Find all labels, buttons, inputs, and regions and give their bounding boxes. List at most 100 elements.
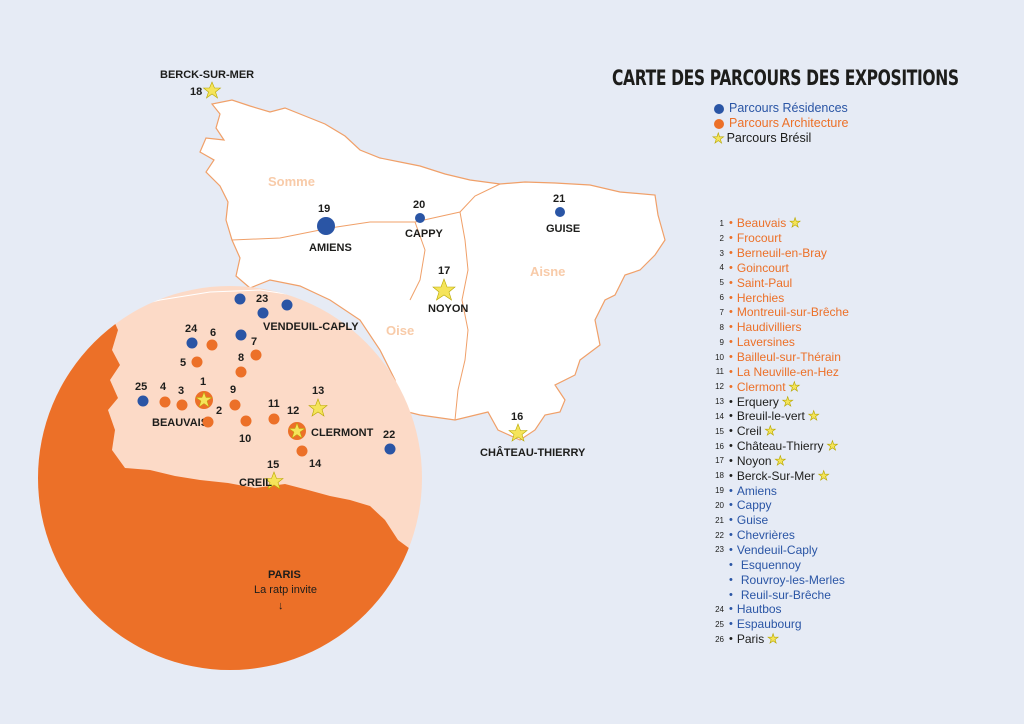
list-item-number: 4 (719, 263, 724, 273)
marker-number: 3 (178, 385, 184, 397)
list-item-number: 12 (715, 382, 724, 392)
star-icon: ★ (712, 130, 725, 146)
bullet-icon: • (729, 499, 733, 512)
list-item: • Esquennoy (712, 557, 849, 572)
bullet-icon: • (729, 529, 733, 542)
list-item: 2 • Frocourt (712, 231, 849, 246)
place-label-guise: GUISE (546, 223, 580, 235)
list-item: 1 • Beauvais ★ (712, 216, 849, 231)
bullet-icon: • (729, 543, 733, 556)
list-item: 18 • Berck-Sur-Mer ★ (712, 468, 849, 483)
legend-item: Parcours Architecture (714, 116, 849, 131)
star-marker (508, 423, 528, 442)
place-list: 1 • Beauvais ★ 2 • Frocourt 3 • Berneuil-en-Bray 4… (712, 216, 849, 646)
list-item: 22 • Chevrières (712, 528, 849, 543)
bullet-icon: • (729, 351, 733, 364)
list-item-number: 18 (715, 471, 724, 481)
department-border (454, 211, 469, 421)
list-item: 11 • La Neuville-en-Hez (712, 364, 849, 379)
bullet-icon: • (729, 603, 733, 616)
list-item: 7 • Montreuil-sur-Brêche (712, 305, 849, 320)
list-item-label: Clermont (736, 379, 786, 394)
list-item-label: Amiens (736, 483, 777, 498)
orange-marker (229, 399, 241, 411)
department-label-somme: Somme (268, 174, 315, 189)
marker-number: 7 (251, 336, 257, 348)
list-item-label: Chevrières (736, 528, 795, 543)
star-icon: ★ (826, 438, 839, 454)
star-icon: ★ (788, 378, 801, 394)
bullet-icon: • (729, 633, 733, 646)
list-item: 20 • Cappy (712, 498, 849, 513)
legend: Parcours Résidences Parcours Architectur… (712, 101, 849, 146)
bullet-icon: • (729, 573, 733, 586)
bullet-icon: • (729, 380, 733, 393)
department-border (409, 221, 426, 301)
orange-marker (202, 416, 214, 428)
list-item-number: 23 (715, 545, 724, 555)
list-item-label: Rouvroy-les-Merles (740, 572, 845, 587)
marker-number: 4 (160, 381, 167, 393)
list-item: 10 • Bailleul-sur-Thérain (712, 350, 849, 365)
region-outline (199, 99, 666, 441)
bullet-icon: • (729, 558, 733, 571)
star-marker (308, 398, 328, 417)
list-item-label: Noyon (736, 453, 772, 468)
place-label-berck: BERCK-SUR-MER (160, 69, 254, 81)
star-icon: ★ (781, 393, 794, 409)
list-item-number: 3 (719, 248, 724, 258)
orange-marker (296, 445, 308, 457)
department-label-aisne: Aisne (530, 264, 565, 279)
bullet-icon: • (729, 410, 733, 423)
list-item-label: Goincourt (736, 260, 789, 275)
legend-label: Parcours Brésil (726, 131, 812, 145)
list-item: 19 • Amiens (712, 483, 849, 498)
place-label-beauvais: BEAUVAIS (152, 417, 208, 429)
blue-dot-icon (714, 103, 724, 114)
list-item-number: 10 (715, 352, 724, 362)
list-item-number: 22 (715, 530, 724, 540)
list-item-label: Hautbos (736, 602, 782, 617)
orange-marker (176, 399, 188, 411)
list-item: • Rouvroy-les-Merles (712, 572, 849, 587)
list-item-label: Saint-Paul (736, 275, 793, 290)
bullet-icon: • (729, 232, 733, 245)
list-item-number: 21 (715, 515, 724, 525)
paris-subtitle: La ratp invite (254, 584, 317, 596)
list-item: 23 • Vendeuil-Caply (712, 543, 849, 558)
orange-marker (191, 356, 203, 368)
list-item-label: Espaubourg (736, 617, 802, 632)
marker-number: 22 (383, 429, 395, 441)
orange-marker (159, 396, 171, 408)
star-marker (202, 81, 222, 99)
blue-marker (137, 395, 149, 407)
orange-marker (268, 413, 280, 425)
star-icon (195, 391, 213, 408)
list-item-label: Guise (736, 513, 769, 528)
marker-number: 12 (287, 405, 299, 417)
bullet-icon: • (729, 425, 733, 438)
blue-marker (384, 443, 396, 455)
star-icon: ★ (764, 423, 777, 439)
list-item-number: 6 (719, 293, 724, 303)
list-item-label: Paris (736, 632, 765, 647)
bullet-icon: • (729, 618, 733, 631)
list-item: 6 • Herchies (712, 290, 849, 305)
bullet-icon: • (729, 276, 733, 289)
place-label-noyon: NOYON (428, 303, 468, 315)
list-item: 17 • Noyon ★ (712, 454, 849, 469)
list-item: 12 • Clermont ★ (712, 379, 849, 394)
legend-label: Parcours Résidences (729, 101, 848, 115)
bullet-icon: • (729, 261, 733, 274)
place-label-amiens: AMIENS (309, 242, 352, 254)
bullet-icon: • (729, 469, 733, 482)
list-item-number: 24 (715, 604, 724, 614)
list-item-label: Bailleul-sur-Thérain (736, 350, 841, 365)
place-label-chateau-thierry: CHÂTEAU-THIERRY (480, 446, 586, 459)
list-item-number: 14 (715, 411, 724, 421)
list-item-label: La Neuville-en-Hez (736, 364, 839, 379)
marker-number: 23 (256, 293, 268, 305)
orange-marker (240, 415, 252, 427)
place-label-creil: CREIL (239, 477, 272, 489)
